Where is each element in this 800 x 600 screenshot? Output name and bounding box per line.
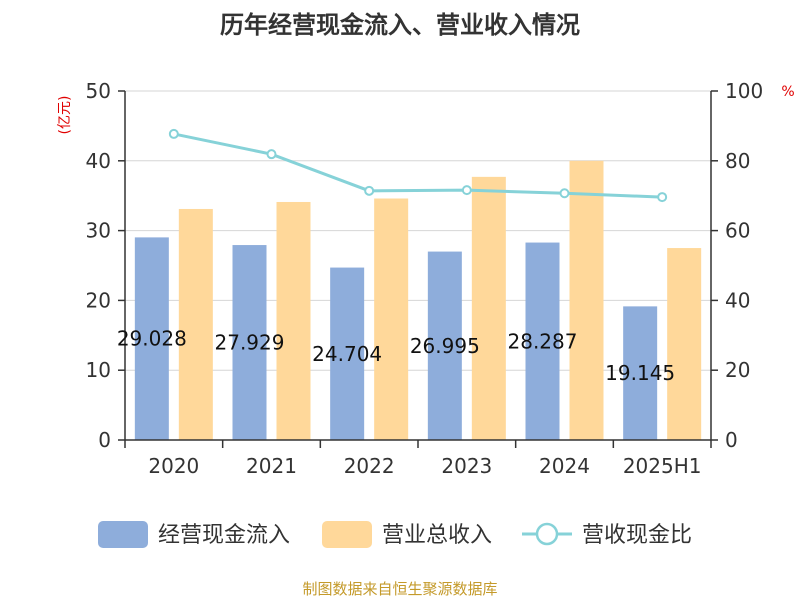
bar-revenue xyxy=(569,160,604,441)
bar-cash-inflow xyxy=(232,245,267,440)
bar-value-label: 24.704 xyxy=(312,342,382,366)
legend-label: 经营现金流入 xyxy=(158,523,290,548)
line-layer xyxy=(168,128,668,203)
ratio-line xyxy=(173,132,663,199)
ratio-point xyxy=(657,192,668,203)
ratio-point xyxy=(559,188,570,199)
data-label-layer: 29.028 27.929 24.704 26.995 28.287 19.145 xyxy=(117,327,675,385)
left-axis-tick-label: 20 xyxy=(86,288,111,312)
legend-label: 营收现金比 xyxy=(582,523,692,548)
right-axis-tick-label: 40 xyxy=(725,288,750,312)
chart-title: 历年经营现金流入、营业收入情况 xyxy=(220,11,580,39)
bar-revenue xyxy=(374,198,409,440)
right-axis-tick-label: 60 xyxy=(725,219,750,243)
bar-revenue xyxy=(178,208,213,440)
bar-layer xyxy=(134,160,702,441)
x-axis-category-label: 2025H1 xyxy=(623,454,702,478)
left-axis-tick-label: 30 xyxy=(86,219,111,243)
ratio-point xyxy=(266,149,277,160)
right-axis-tick-label: 80 xyxy=(725,149,750,173)
x-axis-category-label: 2024 xyxy=(539,454,590,478)
right-axis-tick-label: 0 xyxy=(725,428,738,452)
axis-layer: 0 10 20 30 40 50 0 20 40 60 80 100 2020 2021 2022 2023 2… xyxy=(86,79,764,478)
bar-cash-inflow xyxy=(525,242,560,440)
bar-value-label: 26.995 xyxy=(410,334,480,358)
x-axis-category-label: 2021 xyxy=(246,454,297,478)
bar-revenue xyxy=(276,201,311,440)
legend-swatch xyxy=(98,521,148,548)
bar-cash-inflow xyxy=(623,306,658,440)
legend-swatch-marker xyxy=(535,522,559,546)
right-axis-unit: % xyxy=(781,84,794,100)
bar-revenue xyxy=(471,176,506,440)
left-axis-tick-label: 0 xyxy=(98,428,111,452)
left-axis-tick-label: 50 xyxy=(86,79,111,103)
right-axis-tick-label: 100 xyxy=(725,79,763,103)
bar-value-label: 29.028 xyxy=(117,327,187,351)
left-axis-tick-label: 40 xyxy=(86,149,111,173)
bar-value-label: 27.929 xyxy=(215,331,285,355)
ratio-point xyxy=(461,185,472,196)
grid-layer xyxy=(125,90,711,371)
legend-swatch xyxy=(322,521,372,548)
bar-cash-inflow xyxy=(330,267,365,440)
left-axis-unit: (亿元) xyxy=(57,96,73,135)
x-axis-category-label: 2022 xyxy=(344,454,395,478)
bar-cash-inflow xyxy=(427,251,462,440)
bar-value-label: 28.287 xyxy=(508,329,578,353)
x-axis-category-label: 2020 xyxy=(148,454,199,478)
data-source-note: 制图数据来自恒生聚源数据库 xyxy=(302,580,497,598)
ratio-point xyxy=(364,185,375,196)
bar-revenue xyxy=(667,248,702,440)
right-axis-tick-label: 20 xyxy=(725,358,750,382)
left-axis-tick-label: 10 xyxy=(86,358,111,382)
legend-label: 营业总收入 xyxy=(382,523,492,548)
ratio-point xyxy=(168,128,179,139)
bar-cash-inflow xyxy=(134,237,169,440)
x-axis-category-label: 2023 xyxy=(441,454,492,478)
bar-value-label: 19.145 xyxy=(605,361,675,385)
legend: 经营现金流入 营业总收入 营收现金比 xyxy=(98,521,692,548)
